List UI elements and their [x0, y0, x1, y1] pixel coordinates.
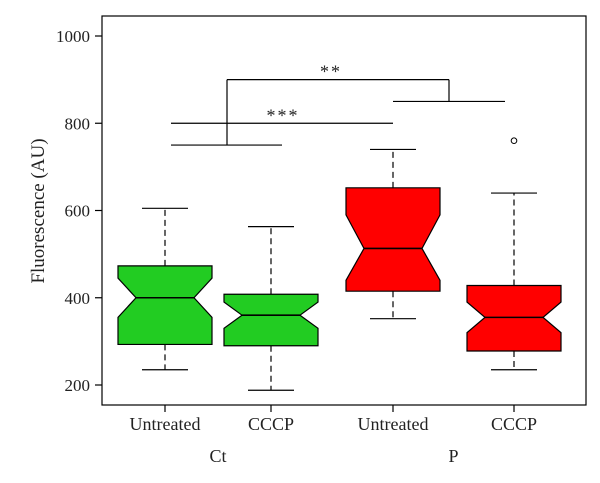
- x-category-label: Untreated: [130, 414, 201, 434]
- notched-box: [345, 187, 441, 292]
- x-category-label: Untreated: [358, 414, 429, 434]
- y-tick-label: 1000: [56, 27, 90, 46]
- y-axis-title: Fluorescence (AU): [28, 138, 49, 283]
- x-group-label: P: [448, 446, 458, 466]
- box-4: [466, 137, 562, 371]
- y-tick-label: 600: [65, 202, 91, 221]
- box-1: [117, 207, 213, 371]
- sig-label-double-star: **: [320, 62, 342, 82]
- x-category-label: CCCP: [248, 414, 294, 434]
- box-2: [223, 226, 319, 391]
- notched-box: [223, 293, 319, 347]
- y-tick-label: 400: [65, 289, 91, 308]
- significance-brackets: *****: [171, 62, 505, 146]
- y-axis: 200 400 600 800 1000: [56, 27, 102, 395]
- outlier-point: [510, 137, 518, 144]
- x-group-label: Ct: [209, 446, 226, 466]
- sig-label-triple-star: ***: [267, 105, 300, 125]
- y-tick-label: 800: [65, 114, 91, 133]
- x-category-label: CCCP: [491, 414, 537, 434]
- notched-box: [117, 265, 213, 346]
- box-3: [345, 148, 441, 320]
- x-axis: Untreated CCCP Untreated CCCP Ct P: [130, 405, 537, 466]
- notched-box: [466, 284, 562, 352]
- boxes: [117, 137, 562, 391]
- y-tick-label: 200: [65, 376, 91, 395]
